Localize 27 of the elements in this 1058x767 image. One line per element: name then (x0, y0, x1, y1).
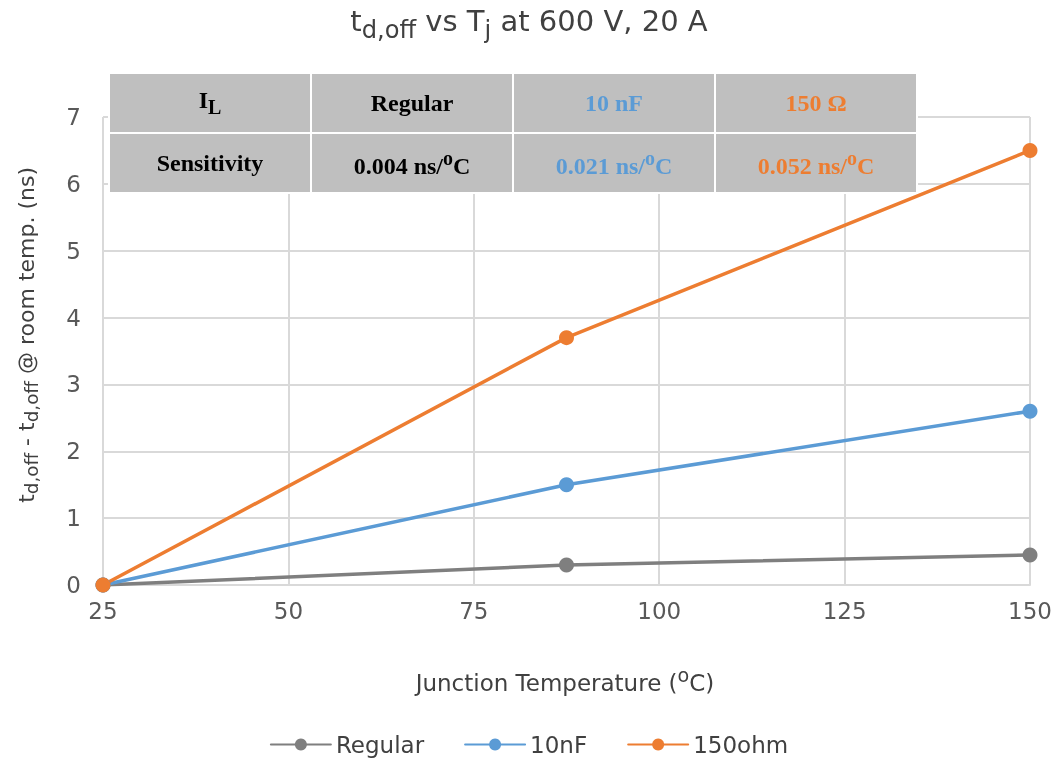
x-tick-label: 100 (637, 597, 682, 624)
y-tick-label: 4 (66, 304, 81, 331)
text: Regular (370, 89, 454, 116)
legend-label: 150ohm (693, 731, 789, 758)
x-tick-label: 75 (459, 597, 489, 624)
x-tick-label: 150 (1008, 597, 1052, 624)
x-tick-label: 25 (88, 597, 118, 624)
y-tick-label: 7 (66, 104, 81, 130)
text: 10 nF (584, 89, 643, 116)
y-tick-label: 1 (66, 505, 81, 532)
y-tick-label: 5 (66, 237, 81, 264)
x-tick-label: 50 (273, 597, 304, 624)
x-tick-label: 125 (822, 597, 867, 624)
y-tick-label: 3 (66, 371, 81, 398)
x-axis-title: Junction Temperature ($^{o}$C) (413, 664, 716, 696)
chart-title: t$_{d,off}$ vs T$_{j}$ at 600 V, 20 A (349, 4, 709, 44)
legend-label: 10nF (530, 731, 588, 758)
annotation: I$_{L}$ (109, 73, 311, 133)
annotation: Sensitivity (109, 133, 311, 193)
y-tick-label: 0 (66, 572, 81, 598)
annotation: 0.004 ns/$^{o}$C (311, 133, 513, 193)
y-tick-label: 2 (66, 438, 81, 465)
annotation: 0.021 ns/$^{o}$C (513, 133, 715, 193)
text: 150 Ω (785, 89, 847, 116)
legend-label: Regular (335, 731, 425, 758)
y-tick-label: 6 (66, 170, 81, 197)
annotation: 0.052 ns/$^{o}$C (715, 133, 917, 193)
